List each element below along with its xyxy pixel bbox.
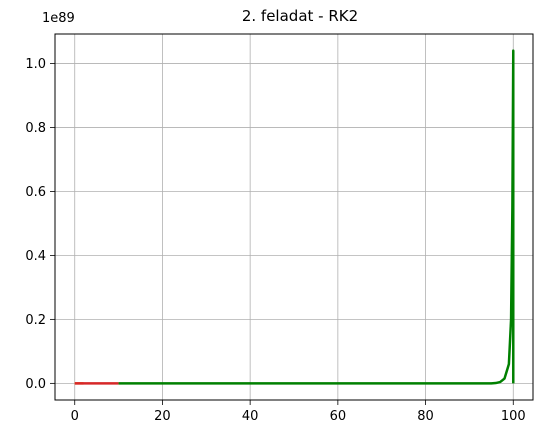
y-tick-label: 0.4: [25, 249, 46, 264]
series-line-3: [118, 49, 515, 385]
x-tick-label: 60: [330, 409, 347, 424]
y-axis: 0.0 0.2 0.4 0.6 0.8 1.0: [25, 57, 55, 392]
x-tick-label: 40: [242, 409, 259, 424]
x-tick-label: 0: [71, 409, 79, 424]
x-tick-label: 100: [501, 409, 526, 424]
y-tick-label: 0.0: [25, 377, 46, 392]
chart-title: 2. feladat - RK2: [242, 7, 358, 25]
grid: [55, 34, 533, 400]
x-axis: 0 20 40 60 80 100: [71, 400, 526, 424]
y-tick-label: 1.0: [25, 57, 46, 72]
y-tick-label: 0.6: [25, 185, 46, 200]
x-tick-label: 20: [154, 409, 171, 424]
x-tick-label: 80: [417, 409, 434, 424]
series-lines: [74, 49, 515, 385]
y-axis-offset-label: 1e89: [42, 11, 75, 26]
y-tick-label: 0.8: [25, 121, 46, 136]
plot-frame: [54, 33, 534, 401]
y-tick-label: 0.2: [25, 313, 46, 328]
